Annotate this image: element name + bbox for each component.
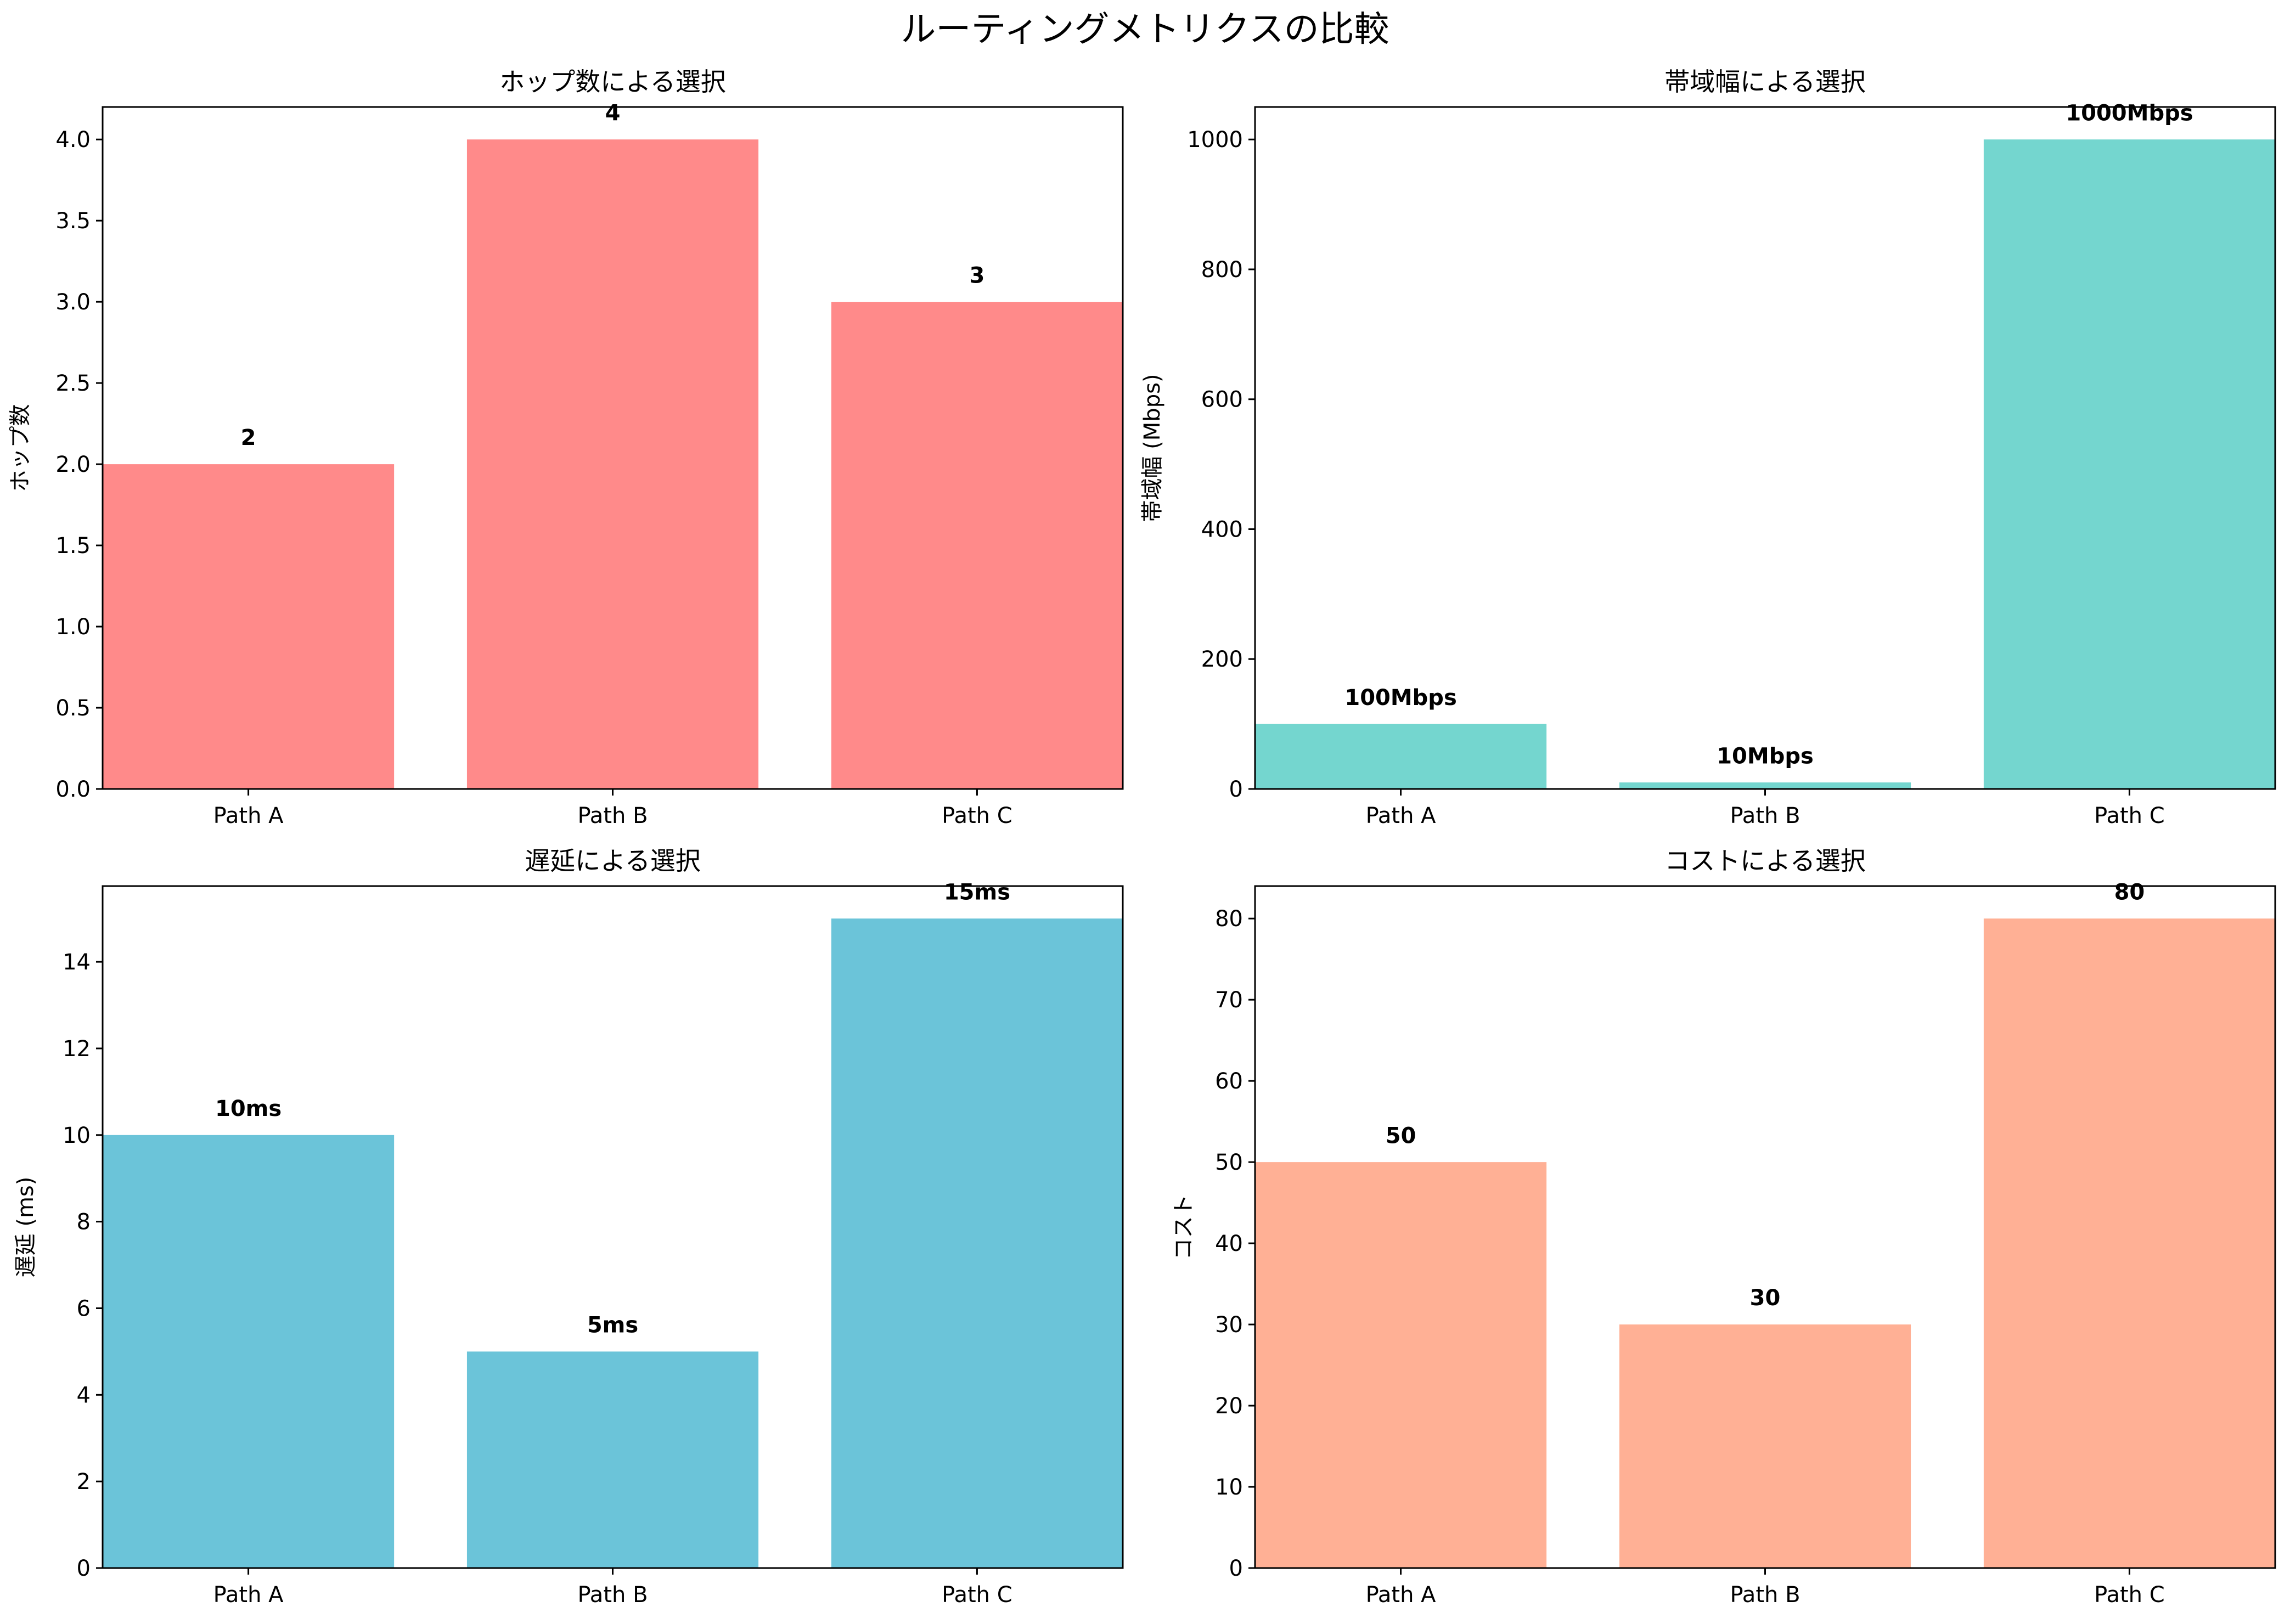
data-label: 10ms bbox=[215, 1096, 282, 1121]
data-label: 5ms bbox=[587, 1313, 638, 1338]
x-tick-label: Path C bbox=[942, 1582, 1012, 1608]
y-tick-label: 600 bbox=[1201, 387, 1243, 413]
x-tick-label: Path B bbox=[577, 1582, 648, 1608]
x-tick-label: Path B bbox=[1730, 1582, 1800, 1608]
y-tick-label: 4 bbox=[77, 1383, 91, 1408]
y-axis-label: 遅延 (ms) bbox=[13, 1177, 38, 1278]
bar bbox=[1983, 918, 2275, 1568]
y-tick-label: 12 bbox=[63, 1036, 91, 1062]
y-tick-label: 0.0 bbox=[55, 777, 91, 802]
data-label: 2 bbox=[241, 425, 256, 450]
bar bbox=[103, 464, 395, 789]
data-label: 50 bbox=[1386, 1123, 1416, 1148]
bar bbox=[103, 1135, 395, 1568]
y-tick-label: 0 bbox=[77, 1556, 91, 1581]
y-tick-label: 30 bbox=[1215, 1312, 1243, 1338]
x-tick-label: Path C bbox=[2094, 1582, 2165, 1608]
y-axis-label: 帯域幅 (Mbps) bbox=[1140, 374, 1165, 522]
y-tick-label: 50 bbox=[1215, 1150, 1243, 1175]
x-tick-label: Path A bbox=[1366, 803, 1437, 828]
y-tick-label: 200 bbox=[1201, 647, 1243, 672]
data-label: 80 bbox=[2114, 879, 2145, 905]
y-tick-label: 800 bbox=[1201, 257, 1243, 283]
x-tick-label: Path C bbox=[942, 803, 1012, 828]
y-tick-label: 6 bbox=[77, 1296, 91, 1321]
y-tick-label: 0.5 bbox=[55, 696, 91, 721]
data-label: 30 bbox=[1750, 1285, 1781, 1311]
subplot-title: 遅延による選択 bbox=[525, 846, 701, 876]
y-tick-label: 60 bbox=[1215, 1069, 1243, 1094]
bar bbox=[1255, 1162, 1547, 1568]
y-tick-label: 14 bbox=[63, 950, 91, 975]
x-tick-label: Path C bbox=[2094, 803, 2165, 828]
x-tick-label: Path A bbox=[213, 1582, 284, 1608]
x-tick-label: Path A bbox=[1366, 1582, 1437, 1608]
y-tick-label: 8 bbox=[77, 1210, 91, 1235]
bar bbox=[1619, 782, 1911, 789]
data-label: 100Mbps bbox=[1344, 685, 1456, 710]
x-tick-label: Path B bbox=[577, 803, 648, 828]
y-tick-label: 0 bbox=[1229, 1556, 1243, 1581]
y-tick-label: 2 bbox=[77, 1469, 91, 1495]
data-label: 1000Mbps bbox=[2066, 100, 2193, 126]
y-tick-label: 10 bbox=[1215, 1475, 1243, 1500]
bar bbox=[1983, 139, 2275, 790]
bar bbox=[1619, 1324, 1911, 1568]
y-tick-label: 400 bbox=[1201, 517, 1243, 542]
data-label: 10Mbps bbox=[1717, 743, 1814, 769]
data-label: 3 bbox=[970, 263, 985, 288]
subplot-title: コストによる選択 bbox=[1664, 846, 1866, 876]
y-tick-label: 4.0 bbox=[55, 127, 91, 153]
figure-title: ルーティングメトリクスの比較 bbox=[901, 9, 1389, 50]
x-tick-label: Path B bbox=[1730, 803, 1800, 828]
bar bbox=[466, 139, 759, 790]
data-label: 4 bbox=[605, 100, 621, 126]
y-tick-label: 1.0 bbox=[55, 614, 91, 640]
data-label: 15ms bbox=[944, 879, 1010, 905]
x-tick-label: Path A bbox=[213, 803, 284, 828]
y-tick-label: 10 bbox=[63, 1123, 91, 1148]
y-tick-label: 20 bbox=[1215, 1394, 1243, 1419]
y-tick-label: 80 bbox=[1215, 906, 1243, 932]
bar bbox=[831, 302, 1123, 789]
y-tick-label: 3.5 bbox=[55, 208, 91, 234]
y-tick-label: 1.5 bbox=[55, 533, 91, 559]
y-axis-label: ホップ数 bbox=[8, 404, 33, 492]
bar bbox=[831, 918, 1123, 1568]
y-axis-label: コスト bbox=[1171, 1194, 1196, 1260]
y-tick-label: 2.5 bbox=[55, 371, 91, 396]
bar bbox=[466, 1351, 759, 1568]
y-tick-label: 70 bbox=[1215, 988, 1243, 1013]
y-tick-label: 40 bbox=[1215, 1231, 1243, 1256]
subplot-title: 帯域幅による選択 bbox=[1664, 67, 1866, 97]
subplot-title: ホップ数による選択 bbox=[499, 67, 726, 97]
y-tick-label: 3.0 bbox=[55, 290, 91, 315]
y-tick-label: 0 bbox=[1229, 777, 1243, 802]
y-tick-label: 2.0 bbox=[55, 452, 91, 477]
y-tick-label: 1000 bbox=[1187, 127, 1243, 153]
bar bbox=[1255, 724, 1547, 789]
